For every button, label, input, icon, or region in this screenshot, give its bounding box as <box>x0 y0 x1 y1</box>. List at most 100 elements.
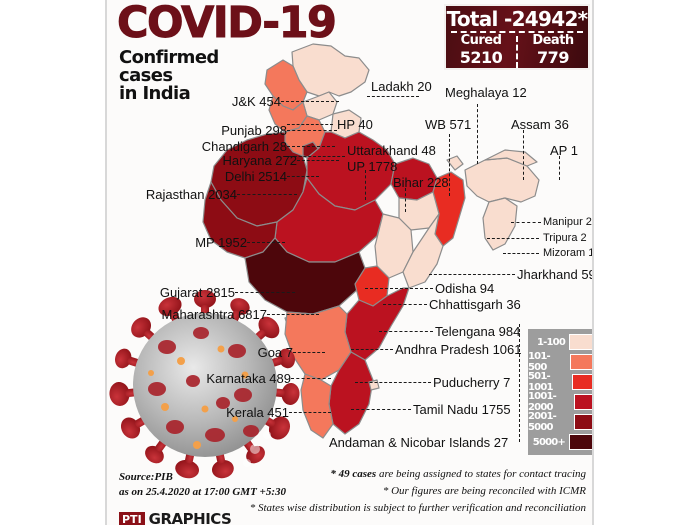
leader-line-karnataka <box>291 378 331 379</box>
legend-label: 2001-5000 <box>528 411 557 433</box>
map-region-manipur-tripura-mizoram <box>482 197 518 251</box>
map-label-ladakh: Ladakh 20 <box>371 79 432 94</box>
legend-label: 1001-2000 <box>528 391 557 413</box>
leader-line-andhra <box>351 349 393 350</box>
leader-line-tripura <box>487 238 539 239</box>
map-label-jharkhand: Jharkhand 59 <box>517 267 594 282</box>
footnote-2: * Our figures are being reconciled with … <box>382 485 586 497</box>
map-label-chhattisgarh: Chhattisgarh 36 <box>429 297 521 312</box>
map-label-assam: Assam 36 <box>511 117 569 132</box>
leader-line-puducherry <box>355 382 431 383</box>
footnote-3: * States wise distribution is subject to… <box>249 502 586 514</box>
footnote-1-bold: * 49 cases <box>330 468 377 480</box>
cured-stat: Cured 5210 <box>446 33 516 70</box>
leader-line-uttarakhand <box>289 156 345 157</box>
map-label-mizoram: Mizoram 1 <box>543 247 594 259</box>
leader-line-bihar <box>405 188 406 212</box>
leader-line-wb <box>449 134 450 196</box>
leader-line-goa <box>293 352 325 353</box>
total-divider <box>451 31 583 33</box>
legend-swatch <box>569 434 592 450</box>
leader-line-meghalaya <box>477 104 478 164</box>
map-label-chandigarh: Chandigarh 28 <box>201 139 287 154</box>
map-region-odisha <box>402 213 444 289</box>
map-label-ap: AP 1 <box>550 143 578 158</box>
leader-line-andaman <box>519 324 520 442</box>
map-label-telengana: Telengana 984 <box>435 324 521 339</box>
leader-line-haryana <box>297 160 339 161</box>
map-label-manipur: Manipur 2 <box>543 216 592 228</box>
map-region-sikkim <box>446 155 464 171</box>
leader-line-telengana <box>379 331 433 332</box>
pti-logo-word: GRAPHICS <box>148 510 232 525</box>
footnotes: * 49 cases are being assigned to states … <box>250 466 586 517</box>
legend-row: 1001-2000 <box>528 391 592 413</box>
map-label-up: UP 1778 <box>347 159 398 174</box>
leader-line-mp <box>247 242 285 243</box>
map-label-andhra: Andhra Pradesh 1061 <box>395 342 522 357</box>
map-legend: 1-100 101-500 501-1001 1001-2000 2001-50… <box>528 329 592 455</box>
leader-line-odisha <box>365 288 433 289</box>
infographic-page: COVID-19 Confirmed cases in India Total … <box>105 0 594 525</box>
legend-label: 501-1001 <box>528 371 553 393</box>
pti-logo-mark: PTI <box>119 512 145 525</box>
map-label-odisha: Odisha 94 <box>435 281 495 296</box>
leader-line-punjab <box>287 130 337 131</box>
map-label-jk: J&K 454 <box>231 94 281 109</box>
cured-value: 5210 <box>459 48 503 67</box>
source-text: Source:PIB <box>119 471 173 483</box>
map-label-puducherry: Puducherry 7 <box>433 375 511 390</box>
page-title: COVID-19 <box>116 0 337 48</box>
footnote-1: * 49 cases are being assigned to states … <box>250 466 586 483</box>
leader-line-kerala <box>289 412 331 413</box>
coronavirus-illustration <box>107 285 310 485</box>
leader-line-maharashtra <box>267 314 319 315</box>
legend-swatch <box>570 354 592 370</box>
map-label-meghalaya: Meghalaya 12 <box>445 85 527 100</box>
source-block: Source:PIB as on 25.4.2020 at 17:00 GMT … <box>119 470 286 500</box>
total-cases-label: Total -24942* <box>446 7 589 31</box>
map-label-tamilnadu: Tamil Nadu 1755 <box>413 402 511 417</box>
legend-label: 101-500 <box>528 351 551 373</box>
death-value: 779 <box>537 48 569 67</box>
legend-row: 5000+ <box>528 433 592 451</box>
leader-line-chhattisgarh <box>383 304 427 305</box>
legend-swatch <box>572 374 592 390</box>
leader-line-mizoram <box>503 253 539 254</box>
map-label-maharashtra: Maharashtra 6817 <box>161 307 267 322</box>
legend-swatch <box>573 394 592 410</box>
map-label-kerala: Kerala 451 <box>226 405 289 420</box>
cured-label: Cured <box>460 33 502 48</box>
leader-line-rajasthan <box>237 194 297 195</box>
leader-line-assam <box>523 130 524 180</box>
legend-label: 5000+ <box>532 436 566 448</box>
map-label-andaman: Andaman & Nicobar Islands 27 <box>329 435 509 450</box>
total-vertical-separator <box>516 36 518 68</box>
leader-line-tamilnadu <box>351 409 411 410</box>
leader-line-hp <box>287 124 333 125</box>
map-label-tripura: Tripura 2 <box>543 232 587 244</box>
leader-line-delhi <box>287 176 319 177</box>
legend-swatch <box>569 334 592 350</box>
leader-line-manipur <box>511 222 541 223</box>
subtitle-line-2: in India <box>119 83 191 104</box>
legend-row: 1-100 <box>528 333 592 351</box>
legend-row: 2001-5000 <box>528 411 592 433</box>
map-label-wb: WB 571 <box>425 117 472 132</box>
map-region-kerala <box>300 373 334 439</box>
leader-line-gujarat <box>235 292 295 293</box>
page-subtitle: Confirmed cases in India <box>119 49 269 103</box>
map-label-delhi: Delhi 2514 <box>224 169 287 184</box>
map-label-goa: Goa 7 <box>257 345 293 360</box>
source-asof: as on 25.4.2020 at 17:00 GMT +5:30 <box>119 486 286 498</box>
map-label-mp: MP 1952 <box>195 235 247 250</box>
legend-row: 101-500 <box>528 351 592 373</box>
map-label-rajasthan: Rajasthan 2034 <box>145 187 237 202</box>
map-region-arunachal <box>484 149 538 167</box>
map-label-bihar: Bihar 228 <box>393 175 449 190</box>
leader-line-up <box>365 170 366 200</box>
total-summary-box: Total -24942* Cured 5210 Death 779 <box>444 4 590 70</box>
map-label-uttarakhand: Uttarakhand 48 <box>347 143 436 158</box>
pti-graphics-logo: PTI GRAPHICS <box>119 510 232 525</box>
